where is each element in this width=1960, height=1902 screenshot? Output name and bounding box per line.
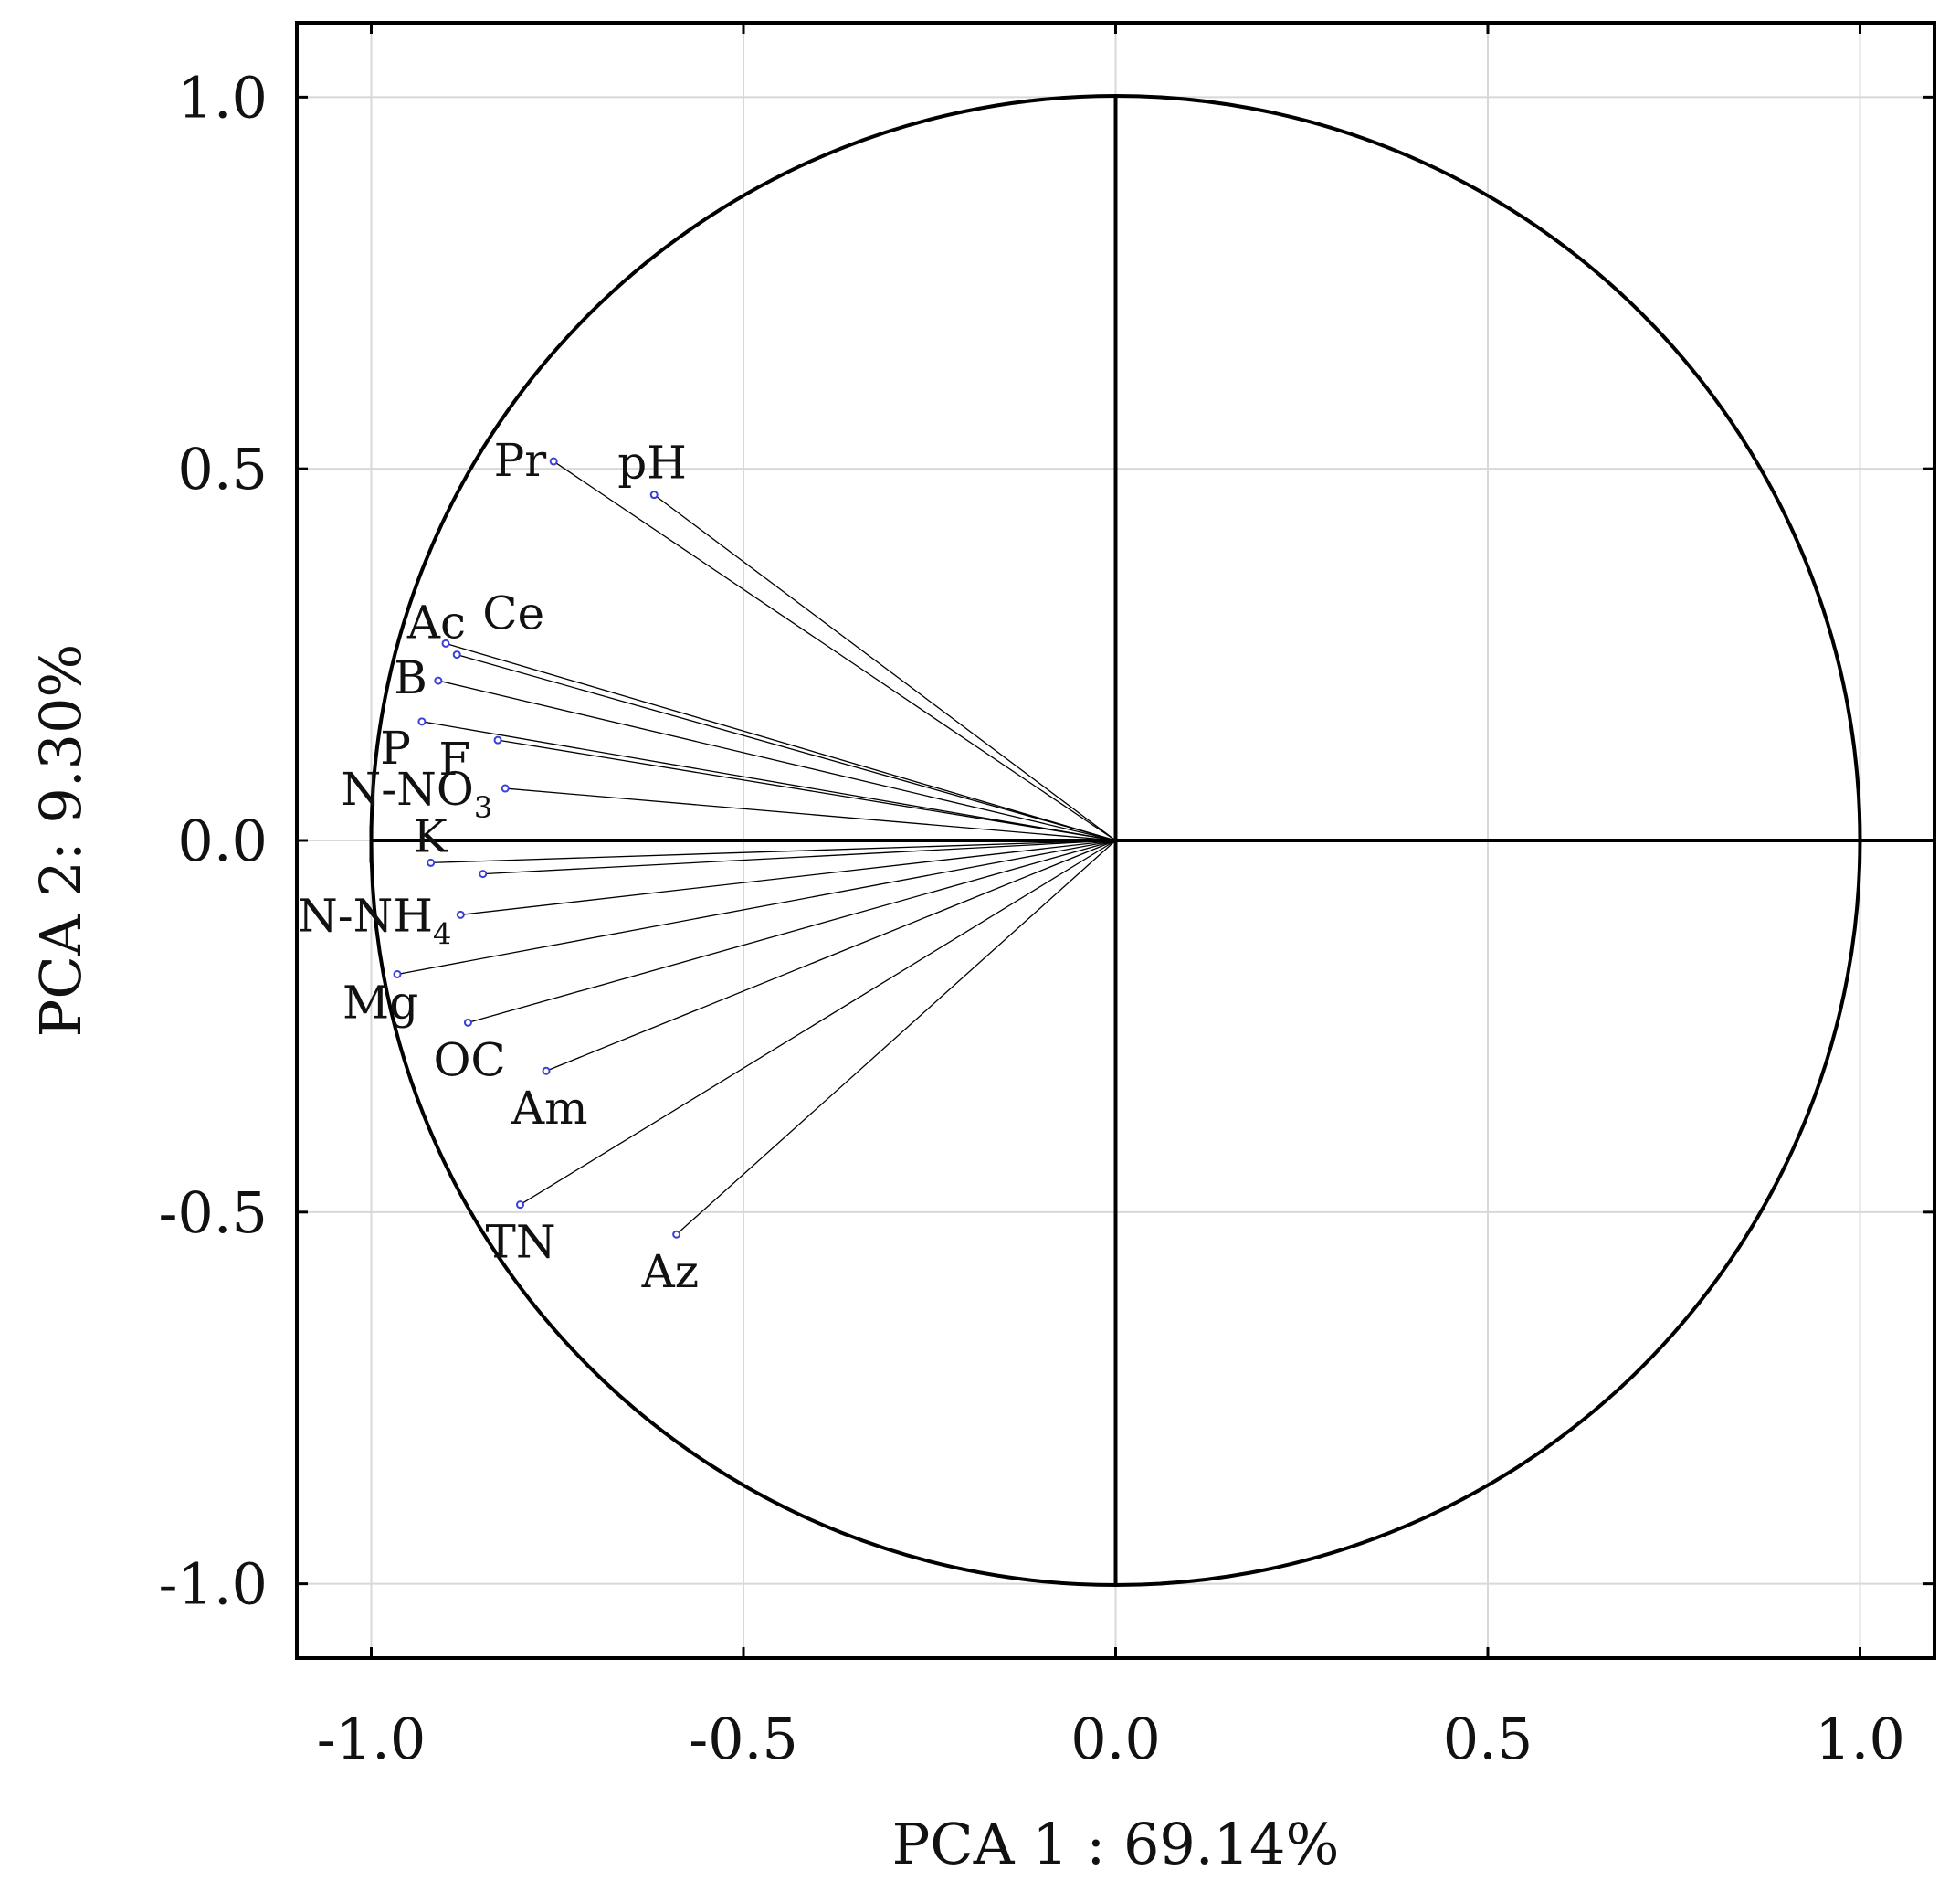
vector-p (421, 721, 1116, 841)
y-tick-label: 0.0 (177, 808, 268, 874)
point-f (493, 735, 502, 745)
point-am (542, 1066, 551, 1075)
x-tick-label: -1.0 (317, 1706, 427, 1772)
point-unnamed (479, 870, 488, 879)
label-n-no: N-NO3 (341, 763, 492, 825)
vector-n-no (505, 787, 1116, 841)
vector-b (437, 680, 1116, 841)
x-tick-label: 1.0 (1815, 1706, 1905, 1772)
point-k (427, 858, 436, 867)
vector-pr (553, 460, 1116, 841)
point-ac (441, 639, 450, 648)
point-ce (452, 650, 461, 660)
vector-k (430, 840, 1116, 864)
label-ce: Ce (482, 587, 544, 640)
tick-labels: -1.0 -0.5 0.0 0.5 1.0 -1.0 -0.5 0.0 0.5 1.0 (158, 64, 1904, 1772)
point-pr (549, 457, 558, 466)
y-tick-label: 0.5 (177, 436, 268, 502)
label-az: Az (641, 1245, 699, 1298)
label-mg: Mg (342, 976, 418, 1029)
x-tick-label: 0.0 (1070, 1706, 1161, 1772)
label-pr: Pr (494, 434, 547, 487)
vector-oc (468, 840, 1116, 1023)
vector-ph (653, 494, 1116, 841)
vector-ac (445, 642, 1116, 841)
label-f: F (438, 733, 470, 786)
y-axis-title: PCA 2: 9.30% (27, 644, 94, 1038)
point-b (434, 676, 443, 685)
unit-circle (369, 94, 1862, 1587)
point-n-nh (456, 910, 465, 919)
y-tick-label: -1.0 (158, 1551, 268, 1618)
x-axis-title: PCA 1 : 69.14% (892, 1811, 1340, 1877)
unit-circle-layer (369, 94, 1862, 1587)
vector-am (545, 840, 1116, 1072)
vector-az (676, 840, 1116, 1235)
label-b: B (394, 651, 427, 704)
point-n-no (501, 784, 510, 793)
x-tick-label: 0.5 (1443, 1706, 1533, 1772)
point-p (417, 717, 427, 726)
vector-n-nh (460, 840, 1116, 916)
y-tick-label: 1.0 (177, 64, 268, 131)
label-oc: OC (433, 1033, 505, 1086)
vector-ce (457, 653, 1116, 841)
vector-f (497, 739, 1116, 841)
vector-mg (396, 840, 1116, 976)
point-ph (649, 491, 659, 500)
point-az (672, 1230, 681, 1239)
point-mg (393, 969, 402, 978)
label-p: P (380, 722, 411, 775)
point-oc (463, 1018, 472, 1027)
label-n-nh: N-NH4 (298, 889, 451, 951)
axes (295, 21, 1936, 1660)
vector-tn (520, 840, 1116, 1206)
loading-vectors (393, 457, 1116, 1239)
label-am: Am (511, 1082, 588, 1135)
label-tn: TN (486, 1216, 556, 1269)
point-tn (516, 1200, 524, 1210)
vector-unnamed (482, 840, 1116, 875)
x-tick-label: -0.5 (689, 1706, 798, 1772)
y-tick-label: -0.5 (158, 1179, 268, 1246)
label-k: K (413, 809, 448, 862)
label-ph: pH (617, 437, 687, 490)
label-ac: Ac (406, 596, 466, 649)
